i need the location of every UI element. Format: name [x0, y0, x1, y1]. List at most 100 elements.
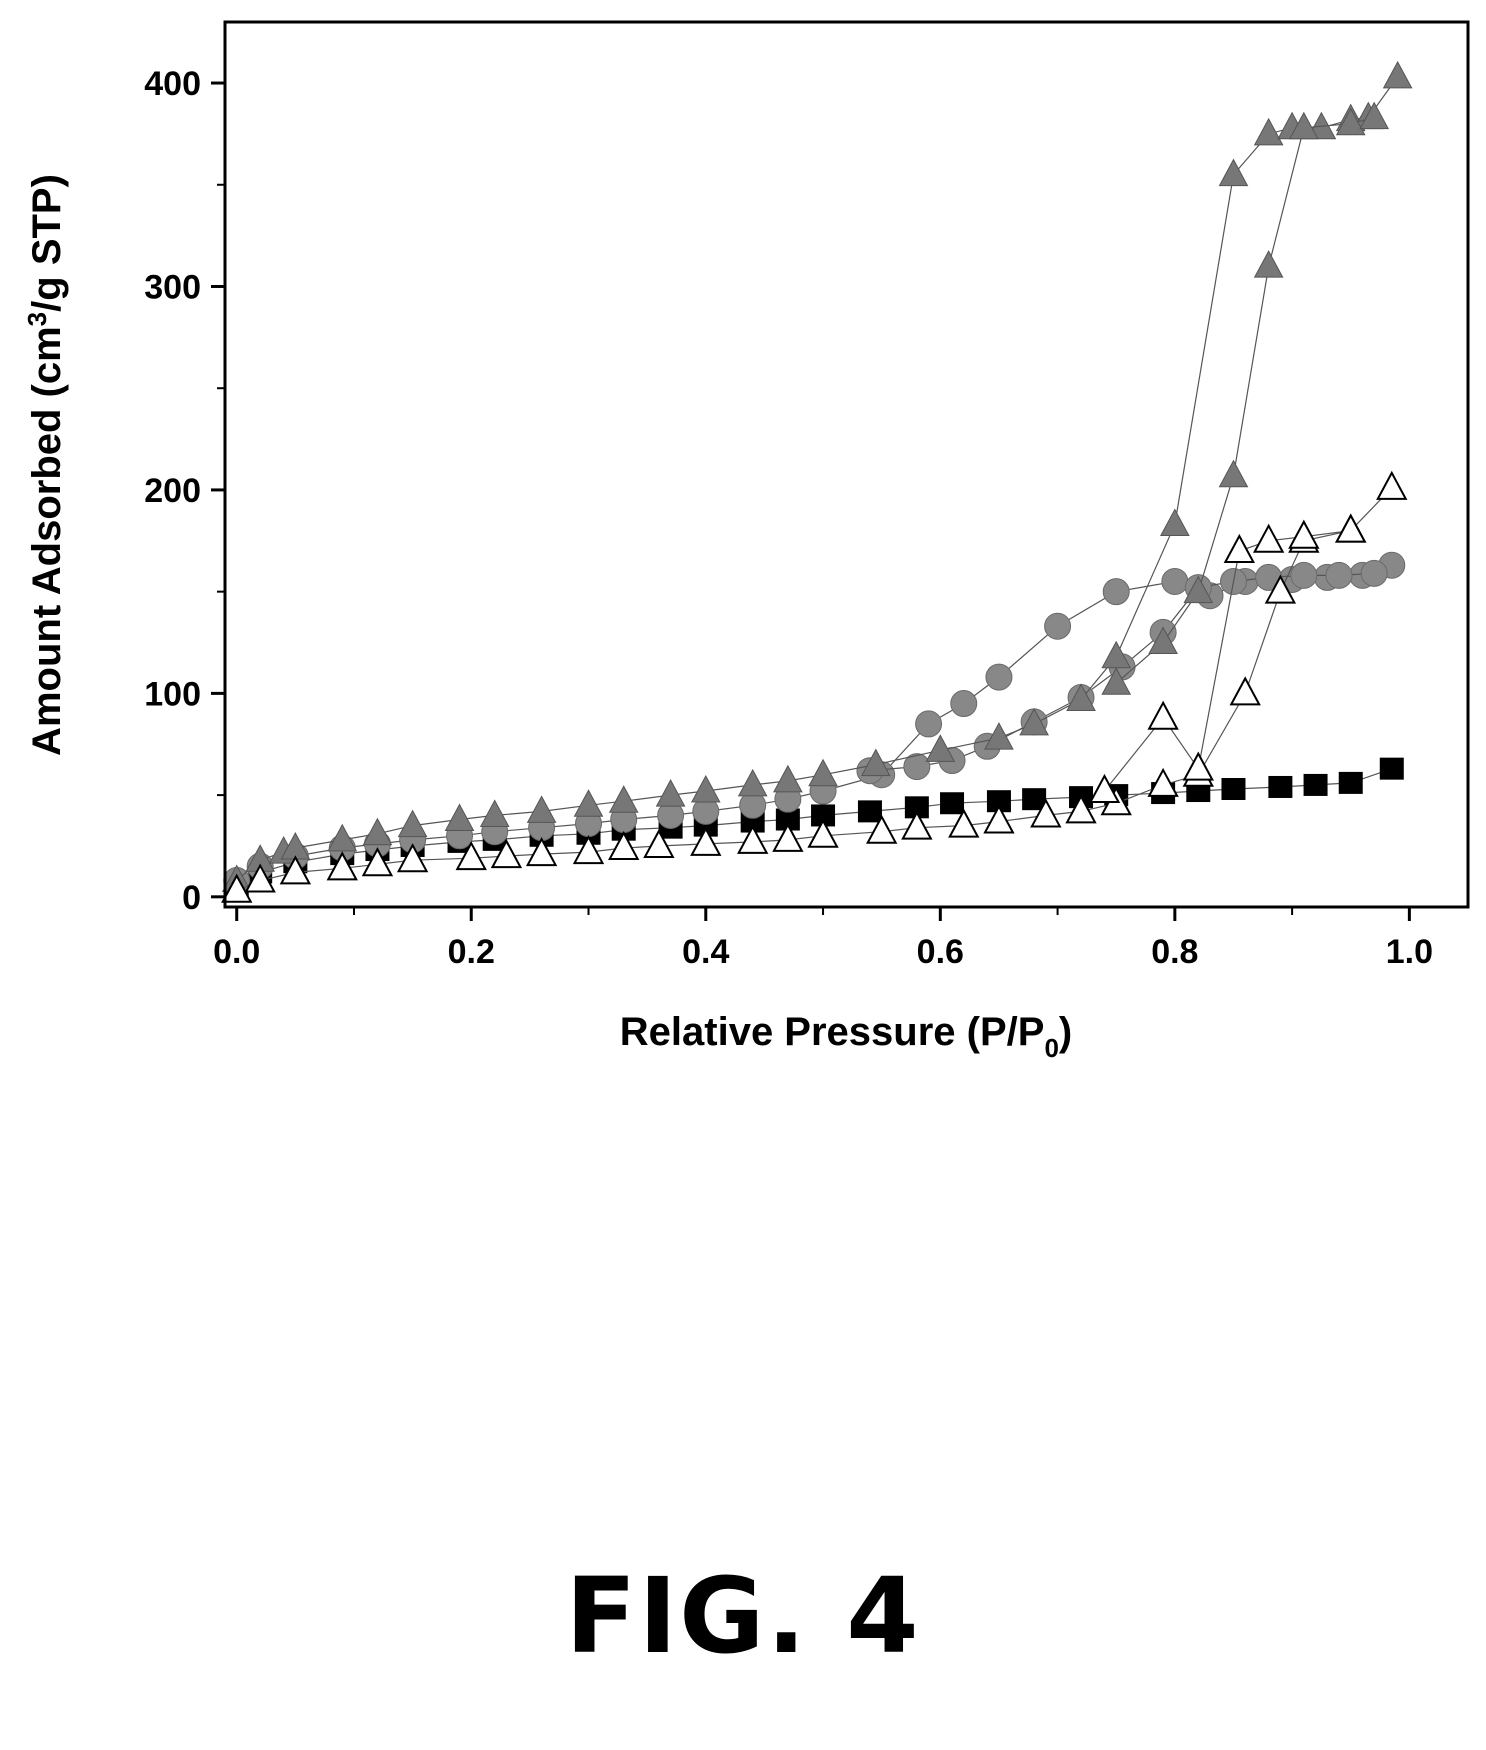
open-triangle-marker	[643, 828, 675, 858]
open-triangle-marker	[455, 841, 487, 871]
open-triangle-marker	[1335, 513, 1367, 543]
circle-marker	[1102, 578, 1130, 606]
square-marker	[986, 790, 1011, 813]
filled-triangle-marker	[655, 779, 686, 807]
filled-triangle-marker	[1148, 626, 1178, 655]
x-axis-label: Relative Pressure (P/P0)	[620, 1010, 1072, 1063]
open-triangle-marker	[983, 804, 1015, 834]
open-triangle-marker	[1288, 519, 1320, 549]
circle-marker	[1360, 559, 1388, 587]
x-tick-label: 1.0	[1386, 933, 1433, 971]
filled-triangle-marker	[1160, 508, 1190, 537]
y-axis-label: Amount Adsorbed (cm3/g STP)	[22, 174, 69, 756]
x-tick-label: 0.0	[213, 933, 260, 971]
open-triangle-marker	[608, 830, 640, 860]
circle-marker	[903, 753, 931, 781]
open-triangle-marker	[1030, 798, 1062, 828]
circle-marker	[1161, 567, 1189, 595]
square-marker	[1022, 788, 1047, 811]
filled-triangle-marker	[860, 748, 891, 777]
series-4-triangle-desorption	[1101, 101, 1390, 695]
filled-triangle-marker	[808, 758, 838, 787]
filled-triangle-marker	[444, 803, 475, 832]
filled-triangle-marker	[1288, 111, 1319, 140]
series-line	[1115, 117, 1375, 684]
square-marker	[1379, 757, 1404, 780]
open-triangle-marker	[901, 810, 933, 840]
square-marker	[904, 796, 929, 819]
open-triangle-marker	[244, 863, 276, 893]
open-triangle-marker	[948, 808, 980, 838]
filled-triangle-marker	[397, 809, 428, 838]
square-marker	[940, 792, 965, 815]
filled-triangle-marker	[526, 795, 557, 823]
square-marker	[1221, 778, 1246, 800]
open-triangle-marker	[361, 847, 394, 877]
filled-triangle-marker	[1019, 707, 1049, 736]
circle-marker	[1325, 561, 1353, 589]
series-6-triangle-open-desorption	[1088, 513, 1367, 804]
open-triangle-marker	[221, 873, 253, 903]
filled-triangle-marker	[1335, 107, 1366, 136]
filled-triangle-marker	[737, 768, 768, 797]
open-triangle-marker	[1147, 700, 1179, 730]
filled-triangle-marker	[1066, 683, 1096, 711]
open-triangle-marker	[396, 843, 429, 873]
circle-marker	[985, 663, 1013, 691]
x-tick-label: 0.4	[682, 933, 729, 971]
open-triangle-marker	[1147, 767, 1179, 797]
square-marker	[1338, 771, 1363, 794]
square-marker	[857, 800, 882, 823]
x-axis-label-subscript: 0	[1044, 1033, 1058, 1063]
filled-triangle-marker	[1183, 575, 1214, 604]
open-triangle-marker	[772, 822, 804, 852]
open-triangle-marker	[279, 855, 312, 885]
y-tick-label: 200	[144, 472, 201, 510]
open-triangle-marker	[1252, 523, 1285, 553]
filled-triangle-marker	[1382, 60, 1413, 89]
circle-marker	[1290, 561, 1318, 589]
y-tick-label: 0	[182, 879, 201, 917]
open-triangle-marker	[690, 826, 722, 856]
square-marker	[811, 804, 836, 827]
x-axis-label-suffix: )	[1059, 1010, 1072, 1054]
y-tick-label: 100	[144, 675, 201, 713]
x-tick-label: 0.6	[917, 933, 964, 971]
open-triangle-marker	[1376, 470, 1408, 500]
y-tick-label: 400	[144, 65, 201, 103]
circle-marker	[915, 710, 943, 738]
circle-marker	[950, 690, 978, 718]
filled-triangle-marker	[1253, 250, 1284, 278]
square-marker	[775, 808, 800, 831]
y-axis-label-superscript: 3	[22, 312, 52, 326]
filled-triangle-marker	[608, 785, 639, 813]
open-triangle-marker	[1088, 773, 1121, 804]
filled-triangle-marker	[925, 734, 956, 762]
figure-caption: FIG. 4	[565, 1555, 921, 1677]
plot-frame	[223, 20, 1470, 909]
filled-triangle-marker	[1101, 667, 1132, 695]
filled-triangle-marker	[984, 722, 1014, 750]
open-triangle-marker	[1229, 676, 1261, 706]
open-triangle-marker	[1065, 794, 1097, 824]
data-series-layer	[221, 60, 1413, 903]
x-tick-label: 0.8	[1151, 933, 1198, 971]
filled-triangle-marker	[1218, 459, 1249, 488]
axes-layer: 0.0 0.2 0.4 0.6 0.8 1.0 0 100 200 300 400	[144, 65, 1433, 971]
square-marker	[1268, 775, 1293, 798]
y-axis-label-suffix: /g STP)	[25, 174, 69, 312]
open-triangle-marker	[490, 839, 523, 869]
y-tick-label: 300	[144, 268, 201, 306]
open-triangle-marker	[737, 824, 769, 854]
filled-triangle-marker	[1359, 101, 1390, 130]
x-tick-label: 0.2	[448, 933, 495, 971]
filled-triangle-marker	[362, 817, 393, 846]
open-triangle-marker	[1182, 751, 1214, 781]
open-triangle-marker	[326, 851, 358, 881]
filled-triangle-marker	[773, 764, 803, 793]
square-marker	[1303, 773, 1328, 796]
open-triangle-marker	[1223, 533, 1256, 563]
filled-triangle-marker	[1218, 158, 1249, 187]
open-triangle-marker	[807, 818, 839, 848]
